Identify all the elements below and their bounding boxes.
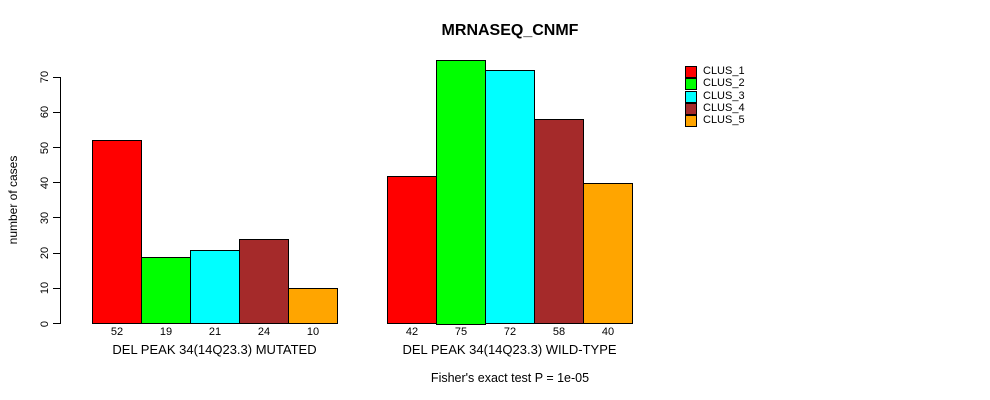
bar-clus_2-group1: [141, 256, 191, 325]
y-tick-label-40: 40: [39, 176, 51, 189]
y-tick-label-60: 60: [39, 106, 51, 119]
y-tick-label-0: 0: [39, 320, 51, 327]
y-tick-label-10: 10: [39, 282, 51, 295]
group-label-1: DEL PEAK 34(14Q23.3) MUTATED: [112, 342, 317, 357]
legend-swatch-clus_2: [685, 78, 697, 91]
legend-label-clus_5: CLUS_5: [703, 114, 745, 127]
y-tick-60: [53, 111, 60, 113]
bar-value-label-clus_3-group2: 72: [503, 326, 517, 338]
legend-label-clus_3: CLUS_3: [703, 89, 745, 102]
y-tick-40: [53, 182, 60, 184]
legend-swatch-clus_3: [685, 90, 697, 103]
y-tick-70: [53, 76, 60, 78]
legend-swatch-clus_5: [685, 115, 697, 128]
legend-label-clus_4: CLUS_4: [703, 101, 745, 114]
bar-clus_5-group1: [288, 288, 338, 325]
bar-value-label-clus_4-group1: 24: [257, 326, 271, 338]
y-tick-label-50: 50: [39, 141, 51, 154]
legend-label-clus_2: CLUS_2: [703, 77, 745, 90]
legend-label-clus_1: CLUS_1: [703, 65, 745, 77]
bar-clus_3-group1: [190, 249, 240, 325]
bar-value-label-clus_1-group1: 52: [110, 326, 124, 338]
bar-value-label-clus_2-group2: 75: [454, 326, 468, 338]
bar-value-label-clus_2-group1: 19: [159, 326, 173, 338]
bar-value-label-clus_4-group2: 58: [552, 326, 566, 338]
chart-title: MRNASEQ_CNMF: [441, 22, 579, 39]
y-tick-50: [53, 147, 60, 148]
bar-clus_4-group1: [239, 239, 289, 325]
bar-value-label-clus_5-group2: 40: [601, 326, 615, 338]
bar-clus_1-group2: [387, 175, 437, 325]
group-label-2: DEL PEAK 34(14Q23.3) WILD-TYPE: [402, 342, 617, 357]
bar-clus_2-group2: [436, 59, 486, 325]
y-tick-label-20: 20: [39, 246, 51, 260]
y-tick-label-30: 30: [39, 211, 51, 225]
bar-clus_1-group1: [92, 140, 142, 325]
y-tick-10: [53, 287, 60, 289]
y-axis-line: [60, 77, 61, 324]
legend-swatch-clus_1: [685, 66, 697, 78]
bar-clus_4-group2: [534, 119, 584, 325]
y-axis-label: number of cases: [6, 155, 20, 245]
y-tick-0: [53, 323, 60, 324]
bar-clus_5-group2: [583, 182, 633, 325]
legend-swatch-clus_4: [685, 102, 697, 115]
bar-clus_3-group2: [485, 70, 535, 325]
bar-value-label-clus_3-group1: 21: [208, 326, 222, 338]
bar-value-label-clus_5-group1: 10: [306, 326, 320, 338]
fisher-test-annotation: Fisher's exact test P = 1e-05: [430, 371, 590, 385]
y-tick-20: [53, 252, 60, 254]
y-tick-label-70: 70: [39, 70, 51, 84]
y-tick-30: [53, 217, 60, 219]
bar-value-label-clus_1-group2: 42: [405, 326, 419, 338]
